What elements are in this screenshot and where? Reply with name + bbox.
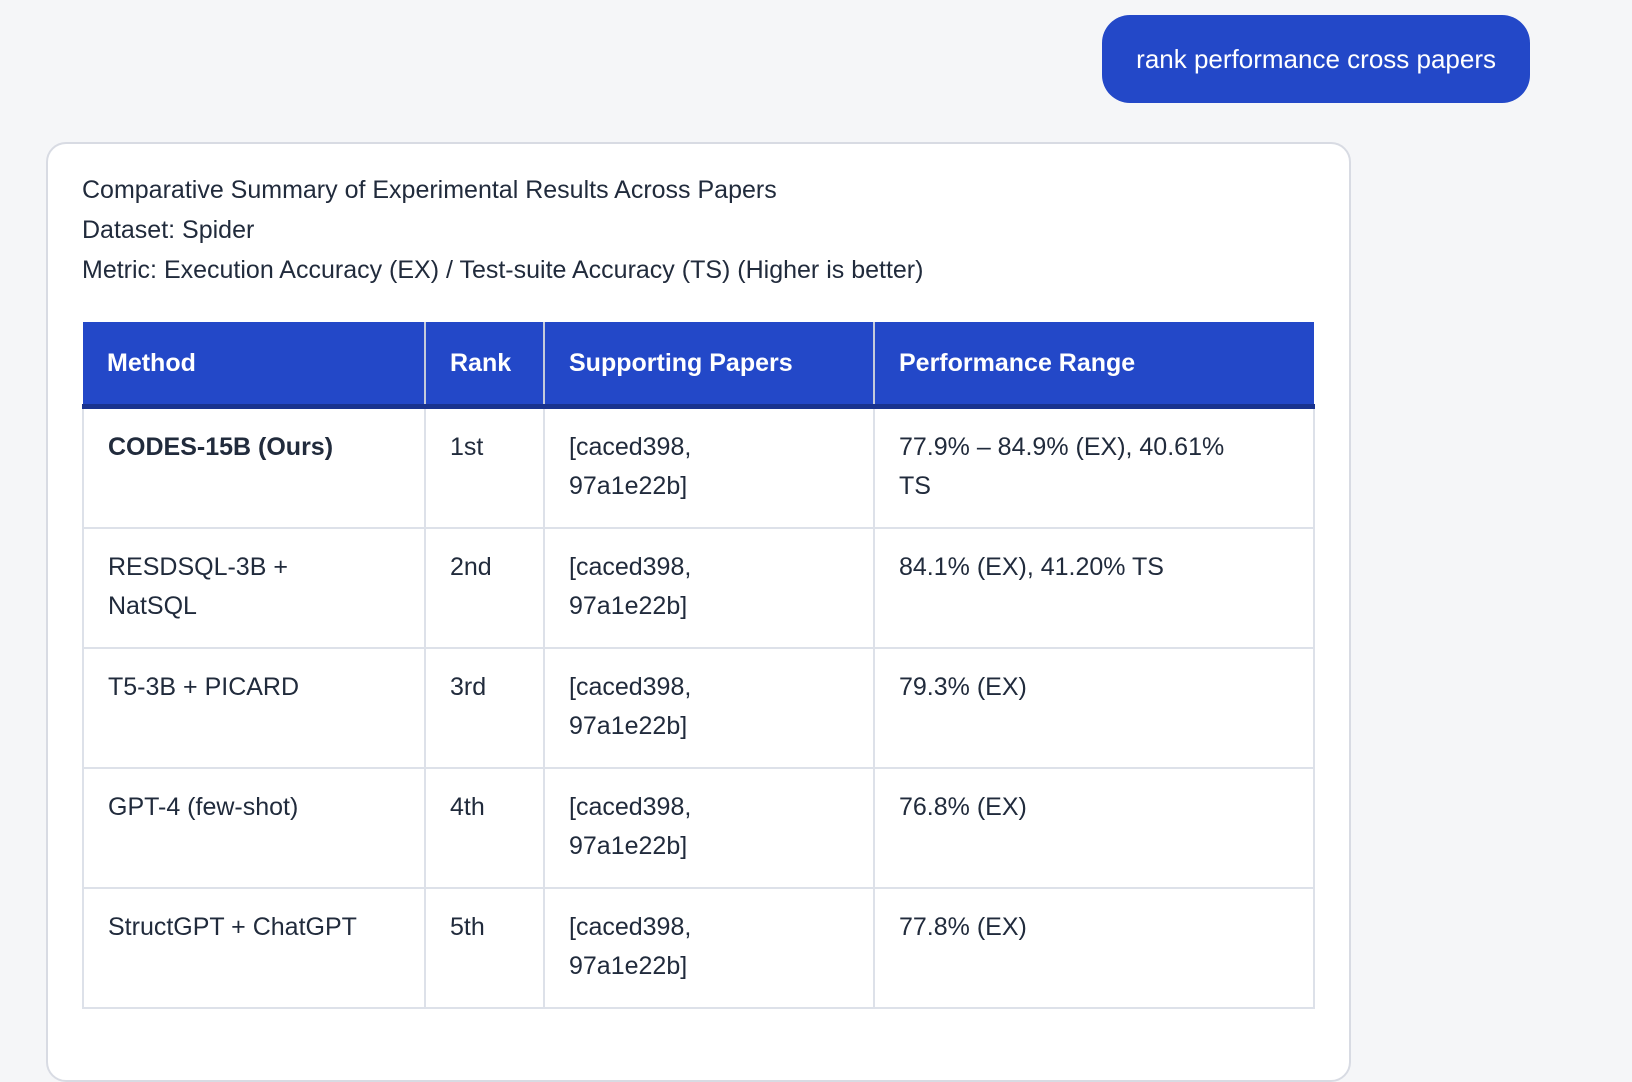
method-cell: CODES-15B (Ours) [82,406,426,529]
column-header-method: Method [83,322,426,409]
column-header-performance-range: Performance Range [874,322,1314,409]
performance-range-cell: 77.9% – 84.9% (EX), 40.61% TS [873,406,1315,529]
results-table: Method Rank Supporting Papers Performanc… [82,322,1315,1009]
results-table-header: Method Rank Supporting Papers Performanc… [83,322,1314,409]
table-row: CODES-15B (Ours) 1st [caced398, 97a1e22b] 7… [82,406,1315,529]
table-row: StructGPT + ChatGPT 5th [caced398, 97a1e22… [82,888,1315,1009]
rank-cell: 5th [424,888,545,1009]
table-row: RESDSQL-3B + NatSQL 2nd [caced398, 97a1e22… [82,528,1315,649]
assistant-response-card: Comparative Summary of Experimental Resu… [46,142,1351,1082]
metric-line: Metric: Execution Accuracy (EX) / Test-s… [82,256,924,284]
performance-range-cell: 79.3% (EX) [873,648,1315,769]
rank-cell: 2nd [424,528,545,649]
supporting-papers-cell: [caced398, 97a1e22b] [543,406,875,529]
method-cell: GPT-4 (few-shot) [82,768,426,889]
supporting-papers-cell: [caced398, 97a1e22b] [543,528,875,649]
header-row: Method Rank Supporting Papers Performanc… [83,322,1314,409]
table-row: GPT-4 (few-shot) 4th [caced398, 97a1e22b] 7… [82,768,1315,889]
performance-range-cell: 84.1% (EX), 41.20% TS [873,528,1315,649]
method-cell: StructGPT + ChatGPT [82,888,426,1009]
supporting-papers-cell: [caced398, 97a1e22b] [543,648,875,769]
column-header-rank: Rank [425,322,545,409]
results-table-body: CODES-15B (Ours) 1st [caced398, 97a1e22b] 7… [82,406,1315,1009]
rank-cell: 4th [424,768,545,889]
rank-cell: 1st [424,406,545,529]
column-header-supporting-papers: Supporting Papers [544,322,875,409]
dataset-line: Dataset: Spider [82,216,255,244]
performance-range-cell: 76.8% (EX) [873,768,1315,889]
supporting-papers-cell: [caced398, 97a1e22b] [543,888,875,1009]
summary-title: Comparative Summary of Experimental Resu… [82,176,777,204]
method-cell: T5-3B + PICARD [82,648,426,769]
performance-range-cell: 77.8% (EX) [873,888,1315,1009]
method-cell: RESDSQL-3B + NatSQL [82,528,426,649]
supporting-papers-cell: [caced398, 97a1e22b] [543,768,875,889]
table-row: T5-3B + PICARD 3rd [caced398, 97a1e22b] 79.… [82,648,1315,769]
rank-cell: 3rd [424,648,545,769]
user-message-text: rank performance cross papers [1136,43,1496,74]
user-message-bubble: rank performance cross papers [1102,15,1530,103]
